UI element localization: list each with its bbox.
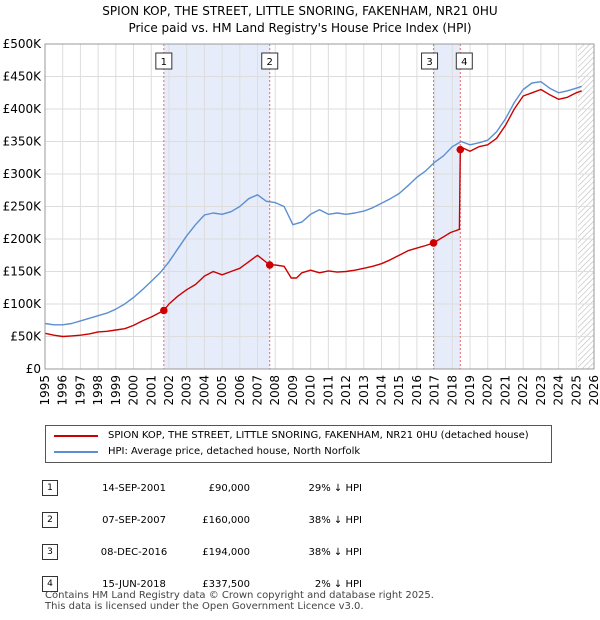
x-tick-label: 2025 xyxy=(569,375,583,406)
sale-date: 15-JUN-2018 xyxy=(102,578,166,590)
x-tick-label: 2018 xyxy=(445,375,459,406)
sale-hpi-diff: 2% ↓ HPI xyxy=(314,578,362,590)
legend-label-hpi: HPI: Average price, detached house, Nort… xyxy=(108,446,361,457)
sale-number-badge: 3 xyxy=(42,544,58,560)
property-series-line xyxy=(44,88,582,338)
price-chart: 1 2 3 4 £0 £50K £100K £150K £200K £250K £300K £350K… xyxy=(3,37,600,406)
sale-point xyxy=(456,145,465,154)
sale-marker-box xyxy=(261,52,279,70)
hpi-series-line xyxy=(44,80,582,326)
x-tick-label: 2013 xyxy=(357,375,371,406)
x-tick-label: 1996 xyxy=(56,375,70,406)
sale-date: 07-SEP-2007 xyxy=(102,514,166,526)
x-tick-label: 2000 xyxy=(127,375,141,406)
x-tick-label: 2023 xyxy=(534,375,548,406)
table-row: 1 14-SEP-2001 £90,000 29% ↓ HPI xyxy=(38,472,362,504)
footer-licence: This data is licensed under the Open Gov… xyxy=(45,601,364,612)
transactions-table: 1 14-SEP-2001 £90,000 29% ↓ HPI 2 07-SEP… xyxy=(38,472,362,600)
sale-hpi-diff: 38% ↓ HPI xyxy=(308,546,362,558)
legend-swatch-property xyxy=(54,435,98,437)
chart-title: SPION KOP, THE STREET, LITTLE SNORING, F… xyxy=(102,4,498,18)
sale-marker-label: 4 xyxy=(461,57,467,68)
x-tick-label: 2008 xyxy=(268,375,282,406)
sale-price: £90,000 xyxy=(208,482,250,494)
y-tick-label: £400K xyxy=(3,102,43,116)
sale-point xyxy=(160,306,168,315)
x-tick-label: 2021 xyxy=(498,375,512,406)
x-tick-label: 2005 xyxy=(215,375,229,406)
sale-hpi-diff: 38% ↓ HPI xyxy=(308,514,362,526)
x-tick-label: 1997 xyxy=(73,375,87,406)
x-tick-label: 2001 xyxy=(144,375,158,406)
x-tick-label: 2019 xyxy=(463,375,477,406)
sale-marker-box xyxy=(421,52,439,70)
legend-swatch-hpi xyxy=(54,451,98,453)
y-tick-label: £450K xyxy=(3,70,43,84)
x-tick-label: 2012 xyxy=(339,375,353,406)
y-tick-label: £0 xyxy=(26,362,41,376)
table-row: 2 07-SEP-2007 £160,000 38% ↓ HPI xyxy=(38,504,362,536)
sale-date: 14-SEP-2001 xyxy=(102,482,166,494)
chart-subtitle: Price paid vs. HM Land Registry's House … xyxy=(128,21,472,35)
x-tick-label: 1999 xyxy=(109,375,123,406)
sale-marker-label: 2 xyxy=(267,57,273,68)
sale-marker-label: 3 xyxy=(426,57,432,68)
sale-price: £160,000 xyxy=(202,514,250,526)
x-tick-label: 2014 xyxy=(374,375,388,406)
sale-number-badge: 1 xyxy=(42,480,58,496)
sale-number-badge: 2 xyxy=(42,512,58,528)
legend-label-property: SPION KOP, THE STREET, LITTLE SNORING, F… xyxy=(108,430,529,441)
y-tick-label: £500K xyxy=(3,37,43,51)
x-tick-label: 1998 xyxy=(91,375,105,406)
x-tick-label: 2010 xyxy=(304,375,318,406)
sale-hpi-diff: 29% ↓ HPI xyxy=(308,482,362,494)
footer: Contains HM Land Registry data © Crown c… xyxy=(45,590,434,612)
y-tick-label: £50K xyxy=(10,330,42,344)
sale-marker-label: 1 xyxy=(161,57,167,68)
table-row: 4 15-JUN-2018 £337,500 2% ↓ HPI xyxy=(38,568,362,600)
x-tick-label: 2009 xyxy=(286,375,300,406)
sale-point xyxy=(429,239,438,247)
y-tick-label: £100K xyxy=(3,297,43,311)
y-tick-label: £150K xyxy=(3,265,43,279)
plot-border xyxy=(44,43,595,370)
legend: SPION KOP, THE STREET, LITTLE SNORING, F… xyxy=(45,425,552,463)
y-tick-label: £350K xyxy=(3,135,43,149)
x-tick-label: 2007 xyxy=(251,375,265,406)
x-tick-label: 2016 xyxy=(410,375,424,406)
x-tick-label: 2011 xyxy=(321,375,335,406)
sale-marker-box xyxy=(455,52,473,70)
sale-price: £194,000 xyxy=(202,546,250,558)
y-tick-label: £200K xyxy=(3,232,43,246)
sale-date: 08-DEC-2016 xyxy=(100,546,168,558)
x-tick-label: 2017 xyxy=(428,375,442,406)
sale-point xyxy=(265,261,274,269)
x-tick-label: 2004 xyxy=(197,375,211,406)
x-tick-label: 2024 xyxy=(552,375,566,406)
x-tick-label: 2015 xyxy=(392,375,406,406)
x-tick-label: 2020 xyxy=(481,375,495,406)
sale-number-badge: 4 xyxy=(42,576,58,592)
x-tick-label: 1995 xyxy=(38,375,52,406)
x-tick-label: 2006 xyxy=(233,375,247,406)
table-row: 3 08-DEC-2016 £194,000 38% ↓ HPI xyxy=(38,536,362,568)
sale-marker-box xyxy=(155,52,173,70)
y-tick-label: £300K xyxy=(3,167,43,181)
footer-copyright: Contains HM Land Registry data © Crown c… xyxy=(45,590,434,601)
x-tick-label: 2002 xyxy=(162,375,176,406)
x-tick-label: 2022 xyxy=(516,375,530,406)
x-tick-label: 2026 xyxy=(587,375,600,406)
y-tick-label: £250K xyxy=(3,200,43,214)
x-tick-label: 2003 xyxy=(180,375,194,406)
sale-price: £337,500 xyxy=(202,578,250,590)
